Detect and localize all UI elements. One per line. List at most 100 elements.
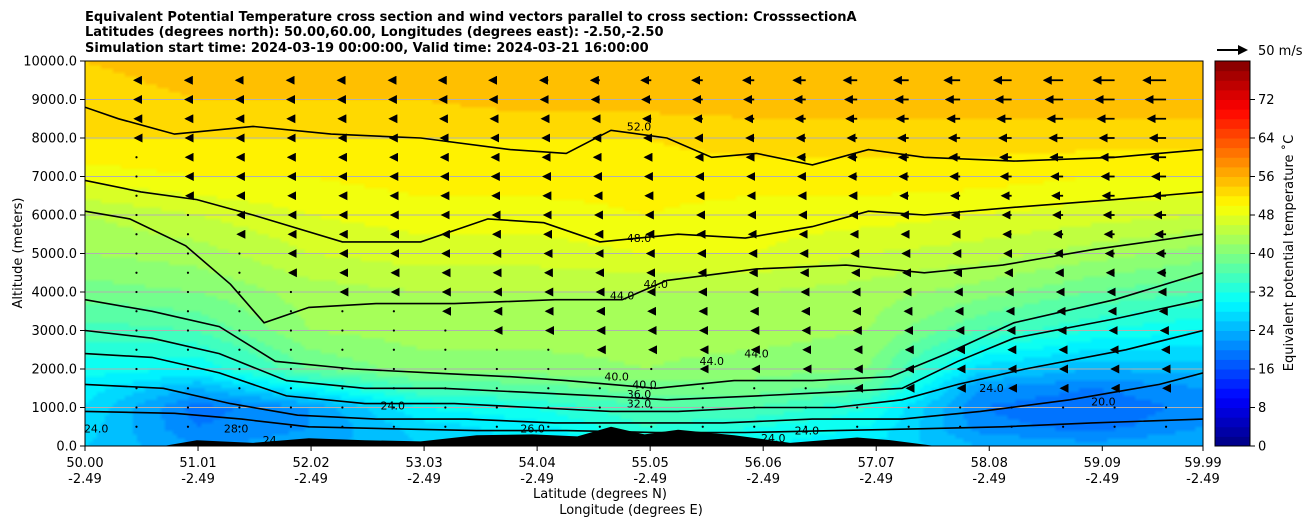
wind-vector bbox=[1164, 406, 1168, 409]
contour-label: 44.0 bbox=[744, 347, 769, 360]
x-tick-label-lat: 58.08 bbox=[971, 456, 1008, 471]
wind-vector bbox=[186, 367, 190, 371]
wind-vector bbox=[444, 425, 447, 428]
wind-vector bbox=[650, 406, 653, 409]
contour-label: 44.0 bbox=[610, 290, 635, 303]
x-tick-label-lat: 53.03 bbox=[405, 456, 442, 471]
wind-vector bbox=[186, 271, 190, 274]
wind-vector bbox=[444, 348, 447, 351]
colorbar-tick-label: 24 bbox=[1258, 324, 1275, 339]
wind-vector bbox=[341, 348, 344, 351]
colorbar-swatch bbox=[1215, 311, 1250, 322]
terrain bbox=[163, 426, 936, 446]
wind-vector bbox=[856, 425, 859, 428]
contour-line-28 bbox=[85, 372, 1203, 424]
wind-vector bbox=[186, 348, 190, 351]
contour-label: 20.0 bbox=[1091, 396, 1116, 409]
wind-vector bbox=[907, 406, 910, 409]
y-tick-label: 0.0 bbox=[56, 440, 77, 455]
colorbar-swatch bbox=[1215, 224, 1250, 235]
wind-vector bbox=[547, 348, 550, 351]
wind-vector bbox=[650, 367, 653, 371]
wind-vector bbox=[238, 329, 241, 332]
contour-label: 40.0 bbox=[604, 371, 629, 384]
wind-vector bbox=[392, 348, 395, 351]
colorbar-swatch bbox=[1215, 61, 1250, 72]
colorbar-swatch bbox=[1215, 118, 1250, 129]
wind-vector bbox=[186, 310, 190, 313]
wind-vector bbox=[135, 213, 138, 217]
colorbar-tick-label: 8 bbox=[1258, 401, 1266, 416]
plot-area: 52.048.044.044.044.044.040.040.036.032.0… bbox=[84, 60, 1204, 447]
colorbar-tick-label: 56 bbox=[1258, 170, 1275, 185]
contour-label: 32.0 bbox=[627, 398, 652, 411]
wind-vector bbox=[547, 367, 550, 371]
contour-label: 24.0 bbox=[381, 399, 406, 412]
wind-vector bbox=[135, 271, 138, 274]
x-axis: 50.00-2.4951.01-2.4952.02-2.4953.03-2.49… bbox=[66, 446, 1222, 487]
colorbar-tick-label: 32 bbox=[1258, 286, 1275, 301]
contour-label: 52.0 bbox=[627, 120, 652, 133]
colorbar-swatch bbox=[1215, 282, 1250, 293]
colorbar-swatch bbox=[1215, 292, 1250, 303]
y-tick-label: 2000.0 bbox=[32, 363, 78, 378]
wind-vector bbox=[1010, 406, 1013, 409]
wind-vector bbox=[1062, 406, 1065, 409]
wind-vector bbox=[547, 425, 550, 428]
colorbar-swatch bbox=[1215, 215, 1250, 226]
x-tick-label-lat: 54.04 bbox=[519, 456, 556, 471]
colorbar-tick-label: 64 bbox=[1258, 132, 1275, 147]
contour-label: 24 bbox=[263, 434, 277, 447]
wind-vector bbox=[341, 367, 344, 371]
wind-vector bbox=[495, 406, 498, 409]
colorbar-swatch bbox=[1215, 166, 1250, 177]
wind-vector bbox=[1113, 425, 1116, 428]
wind-vector bbox=[547, 387, 550, 390]
y-tick-label: 1000.0 bbox=[32, 401, 78, 416]
colorbar-swatch bbox=[1215, 234, 1250, 245]
wind-vector bbox=[135, 367, 138, 371]
colorbar-swatch bbox=[1215, 407, 1250, 418]
wind-vector bbox=[135, 425, 138, 428]
contour-label: 28.0 bbox=[224, 423, 249, 436]
wind-vector bbox=[907, 425, 910, 428]
wind-vector bbox=[135, 387, 138, 390]
wind-vector bbox=[289, 387, 293, 390]
wind-vector bbox=[1010, 425, 1013, 428]
y-axis-label: Altitude (meters) bbox=[11, 198, 26, 309]
y-tick-label: 4000.0 bbox=[32, 286, 78, 301]
wind-vector bbox=[238, 348, 241, 351]
chart-title-line-2: Latitudes (degrees north): 50.00,60.00, … bbox=[85, 25, 664, 40]
wind-vector bbox=[392, 387, 395, 390]
wind-vector bbox=[804, 425, 807, 428]
x-axis-label-longitude: Longitude (degrees E) bbox=[559, 503, 703, 518]
wind-vector bbox=[186, 387, 190, 390]
wind-vector bbox=[598, 425, 601, 428]
colorbar-tick-label: 0 bbox=[1258, 440, 1266, 455]
wind-vector bbox=[392, 406, 395, 409]
x-tick-label-lon: -2.49 bbox=[1186, 472, 1220, 487]
x-tick-label-lat: 56.06 bbox=[745, 456, 782, 471]
wind-vector bbox=[598, 406, 601, 409]
y-axis: 0.0 1000.0 2000.0 3000.0 4000.0 5000.0 6000.0 7… bbox=[23, 55, 85, 455]
colorbar: 0 8 16 24 32 40 48 56 64 72 Equivalent potential … bbox=[1214, 60, 1297, 455]
colorbar-swatch bbox=[1215, 436, 1250, 447]
y-tick-label: 5000.0 bbox=[32, 247, 78, 262]
colorbar-ticks: 0 8 16 24 32 40 48 56 64 72 bbox=[1250, 93, 1275, 455]
wind-vector bbox=[186, 252, 190, 255]
colorbar-swatch bbox=[1215, 388, 1250, 399]
colorbar-tick-label: 48 bbox=[1258, 209, 1275, 224]
colorbar-tick-label: 40 bbox=[1258, 247, 1275, 262]
wind-vector bbox=[341, 387, 344, 390]
wind-vector bbox=[186, 290, 190, 294]
wind-vector bbox=[289, 310, 293, 313]
wind-vector bbox=[238, 367, 241, 371]
contour-label: 24.0 bbox=[795, 424, 820, 437]
colorbar-swatch bbox=[1215, 330, 1250, 341]
wind-vector bbox=[495, 387, 498, 390]
x-tick-label-lon: -2.49 bbox=[181, 472, 215, 487]
x-tick-label-lon: -2.49 bbox=[859, 472, 893, 487]
wind-vector bbox=[238, 310, 241, 313]
wind-vector bbox=[650, 387, 653, 390]
colorbar-swatch bbox=[1215, 349, 1250, 360]
